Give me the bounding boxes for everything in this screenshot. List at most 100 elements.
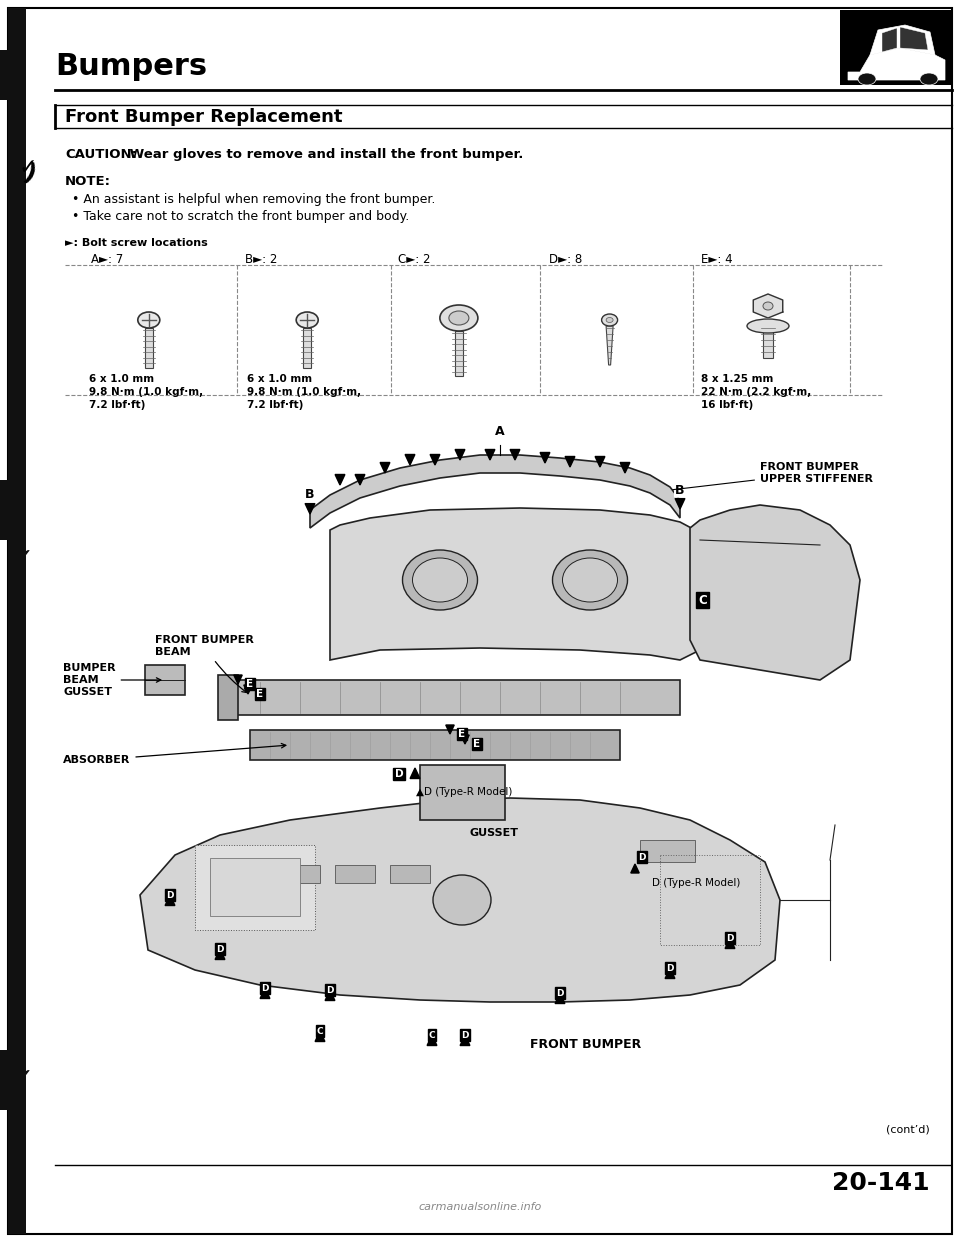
Ellipse shape — [402, 550, 477, 610]
Polygon shape — [165, 895, 175, 905]
Text: D: D — [326, 986, 334, 995]
Text: D: D — [727, 934, 733, 943]
Text: ▲D (Type-R Model): ▲D (Type-R Model) — [416, 787, 513, 797]
Polygon shape — [510, 450, 520, 460]
Polygon shape — [427, 1035, 437, 1046]
Polygon shape — [882, 29, 897, 52]
Polygon shape — [260, 987, 270, 999]
Text: E: E — [246, 679, 253, 689]
Text: C: C — [428, 1030, 436, 1040]
Text: NOTE:: NOTE: — [65, 175, 111, 188]
Text: D: D — [638, 852, 646, 862]
Text: C: C — [429, 1031, 435, 1040]
Text: B: B — [305, 488, 315, 502]
Text: carmanualsonline.info: carmanualsonline.info — [419, 1202, 541, 1212]
Polygon shape — [460, 1035, 469, 1046]
Text: • Take care not to scratch the front bumper and body.: • Take care not to scratch the front bum… — [72, 210, 409, 224]
Text: A: A — [495, 425, 505, 438]
Polygon shape — [595, 457, 605, 467]
Text: C: C — [698, 594, 708, 606]
Bar — [250, 730, 620, 760]
Text: D: D — [216, 944, 224, 954]
Text: FRONT BUMPER: FRONT BUMPER — [530, 1038, 641, 1051]
Polygon shape — [430, 455, 440, 465]
Text: 6 x 1.0 mm: 6 x 1.0 mm — [89, 374, 155, 384]
Polygon shape — [461, 735, 469, 744]
Text: ✓: ✓ — [11, 1066, 34, 1094]
Bar — [335, 864, 375, 883]
Polygon shape — [410, 768, 420, 779]
Text: C: C — [698, 594, 707, 606]
Text: A►: 7: A►: 7 — [91, 253, 124, 266]
Polygon shape — [455, 450, 465, 460]
Text: E: E — [458, 729, 466, 739]
Ellipse shape — [138, 312, 159, 328]
Text: E: E — [458, 729, 466, 739]
Text: C►: 2: C►: 2 — [398, 253, 431, 266]
Polygon shape — [215, 949, 225, 960]
Polygon shape — [665, 968, 675, 979]
Polygon shape — [305, 503, 315, 514]
Polygon shape — [754, 294, 782, 318]
Polygon shape — [900, 27, 928, 50]
Text: D: D — [556, 987, 564, 999]
Ellipse shape — [449, 310, 468, 325]
Text: ►: Bolt screw locations: ►: Bolt screw locations — [65, 238, 207, 248]
Text: B: B — [675, 483, 684, 497]
Bar — [660, 854, 760, 945]
Polygon shape — [405, 455, 415, 465]
Text: BUMPER
BEAM
GUSSET: BUMPER BEAM GUSSET — [63, 663, 161, 697]
Polygon shape — [230, 681, 680, 715]
Polygon shape — [380, 462, 390, 473]
Text: D: D — [461, 1030, 469, 1040]
Ellipse shape — [563, 558, 617, 602]
Polygon shape — [315, 1031, 324, 1042]
Text: ✓: ✓ — [18, 158, 37, 178]
Bar — [60, 410, 950, 1120]
Text: D: D — [461, 1031, 468, 1040]
Bar — [390, 864, 430, 883]
Text: D: D — [166, 891, 174, 900]
Ellipse shape — [763, 302, 773, 310]
Bar — [195, 845, 315, 930]
Ellipse shape — [747, 319, 789, 333]
Text: (cont’d): (cont’d) — [886, 1125, 930, 1135]
Text: • An assistant is helpful when removing the front bumper.: • An assistant is helpful when removing … — [72, 193, 436, 206]
Text: ✓: ✓ — [11, 546, 34, 574]
Polygon shape — [445, 725, 454, 734]
Ellipse shape — [433, 876, 491, 925]
Text: 7.2 lbf·ft): 7.2 lbf·ft) — [89, 400, 146, 410]
Bar — [640, 840, 695, 862]
Text: FRONT BUMPER
BEAM: FRONT BUMPER BEAM — [155, 635, 253, 693]
Bar — [145, 328, 153, 368]
Bar — [420, 765, 505, 820]
Text: C: C — [317, 1027, 324, 1036]
Polygon shape — [140, 799, 780, 1002]
Text: E: E — [473, 739, 480, 749]
Text: FRONT BUMPER
UPPER STIFFENER: FRONT BUMPER UPPER STIFFENER — [673, 462, 873, 489]
Text: D►: 8: D►: 8 — [549, 253, 583, 266]
Polygon shape — [330, 508, 700, 660]
Text: Bumpers: Bumpers — [55, 52, 207, 81]
Text: GUSSET: GUSSET — [470, 828, 519, 838]
Text: D: D — [261, 984, 269, 994]
Text: C: C — [317, 1026, 324, 1036]
Ellipse shape — [858, 73, 876, 84]
Text: E►: 4: E►: 4 — [701, 253, 732, 266]
Polygon shape — [606, 325, 613, 365]
Polygon shape — [620, 462, 630, 473]
Text: ABSORBER: ABSORBER — [63, 744, 286, 765]
Text: D (Type-R Model): D (Type-R Model) — [652, 878, 740, 888]
Polygon shape — [565, 457, 575, 467]
Polygon shape — [485, 450, 495, 460]
Text: D: D — [556, 989, 564, 999]
Bar — [763, 325, 773, 358]
Text: B►: 2: B►: 2 — [245, 253, 277, 266]
Polygon shape — [631, 864, 639, 873]
Polygon shape — [355, 474, 365, 484]
Ellipse shape — [602, 314, 617, 325]
Polygon shape — [555, 994, 564, 1004]
Bar — [840, 10, 952, 84]
Text: CAUTION:: CAUTION: — [65, 148, 137, 161]
Bar — [145, 664, 185, 696]
